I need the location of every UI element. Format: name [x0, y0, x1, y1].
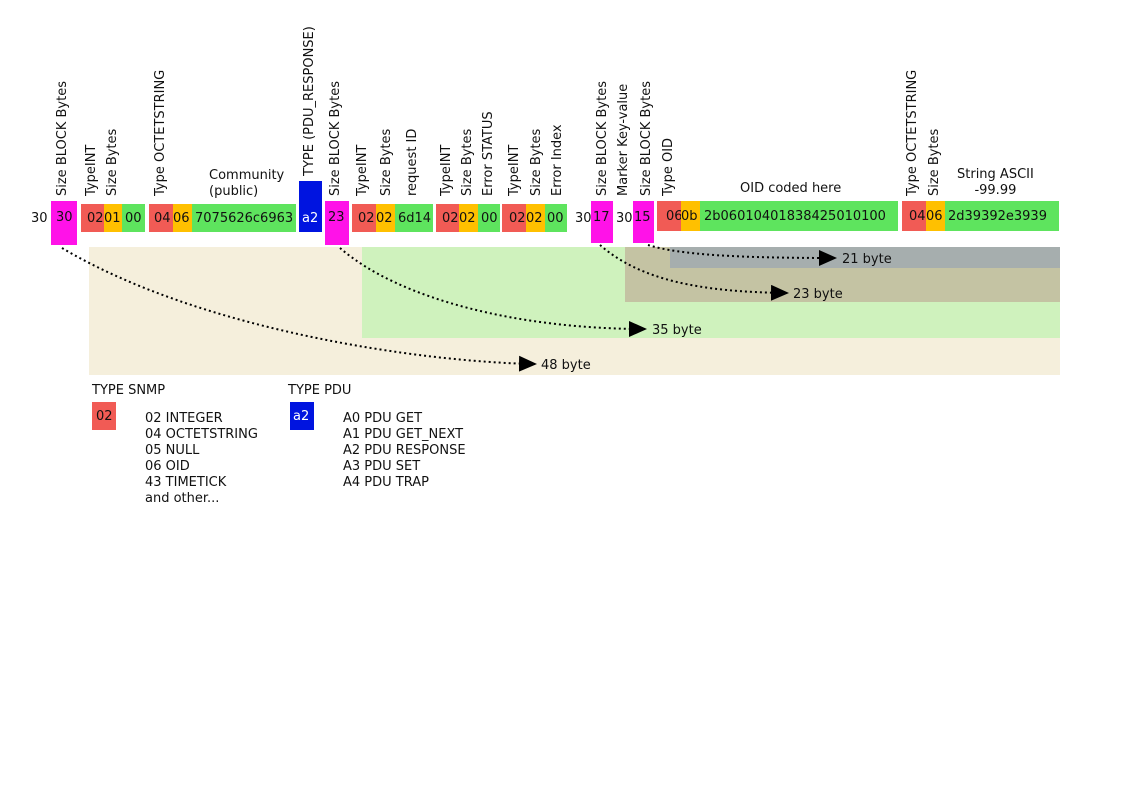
- legend-pdu-item: A4 PDU TRAP: [343, 475, 429, 490]
- legend-pdu-list: A0 PDU GET A1 PDU GET_NEXT A2 PDU RESPON…: [343, 411, 466, 491]
- legend-snmp-title: TYPE SNMP: [92, 383, 166, 398]
- legend-snmp-item: 43 TIMETICK: [145, 475, 227, 490]
- span-label-48: 48 byte: [541, 358, 591, 373]
- label-oid-coded-here: OID coded here: [740, 181, 842, 196]
- label-type-pdu-response: TYPE (PDU_RESPONSE): [302, 26, 317, 176]
- label-typeint-1: TypeINT: [84, 144, 99, 196]
- byte-request-id-hex: 6d14: [395, 204, 433, 232]
- label-type-octetstring-1: Type OCTETSTRING: [153, 69, 168, 196]
- byte-pdu-type-a2: a2: [299, 181, 322, 232]
- legend-pdu-item: A0 PDU GET: [343, 411, 423, 426]
- label-size-block-4: Size BLOCK Bytes: [639, 81, 654, 196]
- label-error-status: Error STATUS: [481, 111, 496, 196]
- label-typeint-4: TypeINT: [507, 144, 522, 196]
- span-label-35: 35 byte: [652, 323, 702, 338]
- legend-snmp-item: 02 INTEGER: [145, 411, 223, 426]
- byte-error-index-00: 00: [545, 204, 567, 232]
- label-size-block-3: Size BLOCK Bytes: [595, 81, 610, 196]
- legend-snmp-item: 04 OCTETSTRING: [145, 427, 258, 442]
- byte-type-oid-06: 06: [657, 201, 683, 231]
- byte-size-0b: 0b: [681, 201, 700, 231]
- byte-type-octetstring-2: 04: [902, 201, 926, 231]
- label-string-ascii: String ASCII -99.99: [957, 167, 1034, 200]
- byte-type-int-4: 02: [502, 204, 526, 232]
- label-size-block-1: Size BLOCK Bytes: [55, 81, 70, 196]
- legend-pdu-swatch: a2: [290, 402, 314, 430]
- arrow-35: [339, 247, 647, 337]
- byte-size-block-17: 17: [591, 201, 613, 243]
- byte-error-status-00: 00: [478, 204, 500, 232]
- legend-pdu-item: A2 PDU RESPONSE: [343, 443, 466, 458]
- label-size-bytes-2: Size Bytes: [379, 128, 394, 196]
- byte-oid-hex: 2b06010401838425010100: [700, 201, 898, 231]
- label-typeint-2: TypeINT: [355, 144, 370, 196]
- arrow-48: [61, 247, 537, 372]
- label-size-bytes-1: Size Bytes: [105, 128, 120, 196]
- label-type-octetstring-2: Type OCTETSTRING: [905, 69, 920, 196]
- label-community: Community (public): [209, 168, 284, 201]
- arrow-23: [599, 244, 789, 301]
- byte-size-02-3: 02: [459, 204, 478, 232]
- byte-size-02-2: 02: [376, 204, 395, 232]
- label-string-ascii-line1: String ASCII: [957, 167, 1034, 182]
- span-21-region: [670, 247, 1060, 268]
- label-error-index: Error Index: [550, 124, 565, 196]
- legend-snmp-swatch: 02: [92, 402, 116, 430]
- byte-size-06-2: 06: [926, 201, 945, 231]
- label-size-block-2: Size BLOCK Bytes: [328, 81, 343, 196]
- span-label-23: 23 byte: [793, 287, 843, 302]
- byte-30-varbind: 30: [616, 210, 633, 226]
- legend-snmp-item: 05 NULL: [145, 443, 200, 458]
- byte-type-octetstring-1: 04: [149, 204, 173, 232]
- legend-snmp-item: and other...: [145, 491, 220, 506]
- label-community-line2: (public): [209, 184, 259, 200]
- label-size-bytes-3: Size Bytes: [460, 128, 475, 196]
- byte-size-02-4: 02: [526, 204, 545, 232]
- label-type-oid: Type OID: [661, 137, 676, 196]
- label-community-line1: Community: [209, 168, 285, 183]
- span-label-21: 21 byte: [842, 252, 892, 267]
- label-typeint-3: TypeINT: [439, 144, 454, 196]
- byte-30-sequence: 30: [31, 210, 48, 226]
- byte-type-int-3: 02: [436, 204, 459, 232]
- byte-size-block-30: 30: [51, 201, 77, 245]
- legend-pdu-item: A1 PDU GET_NEXT: [343, 427, 464, 442]
- label-size-bytes-4: Size Bytes: [529, 128, 544, 196]
- byte-size-06-1: 06: [173, 204, 192, 232]
- label-marker-key-value: Marker Key-value: [616, 83, 631, 196]
- byte-size-01: 01: [104, 204, 122, 232]
- label-request-id: request ID: [405, 128, 420, 196]
- byte-string-hex: 2d39392e3939: [945, 201, 1059, 231]
- byte-version-00: 00: [122, 204, 145, 232]
- byte-type-int-1: 02: [81, 204, 104, 232]
- label-size-bytes-5: Size Bytes: [927, 128, 942, 196]
- legend-pdu-title: TYPE PDU: [288, 383, 352, 398]
- byte-size-block-23: 23: [325, 201, 349, 245]
- byte-30-varbind-list: 30: [575, 210, 592, 226]
- legend-snmp-item: 06 OID: [145, 459, 190, 474]
- arrow-21: [647, 244, 837, 266]
- byte-community-hex: 7075626c6963: [192, 204, 296, 232]
- label-string-ascii-line2: -99.99: [974, 183, 1017, 199]
- legend-pdu-item: A3 PDU SET: [343, 459, 421, 474]
- byte-size-block-15: 15: [633, 201, 654, 243]
- legend-snmp-list: 02 INTEGER 04 OCTETSTRING 05 NULL 06 OID…: [145, 411, 258, 507]
- byte-type-int-2: 02: [352, 204, 376, 232]
